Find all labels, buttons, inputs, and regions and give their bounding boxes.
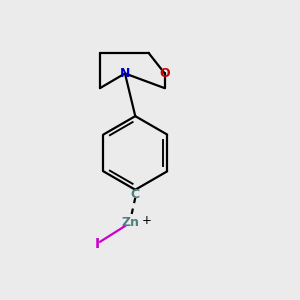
Text: Zn: Zn <box>122 216 140 229</box>
Text: O: O <box>159 67 170 80</box>
Text: +: + <box>142 214 152 227</box>
Text: C: C <box>131 188 140 201</box>
Text: I: I <box>94 237 100 251</box>
Text: N: N <box>120 67 130 80</box>
